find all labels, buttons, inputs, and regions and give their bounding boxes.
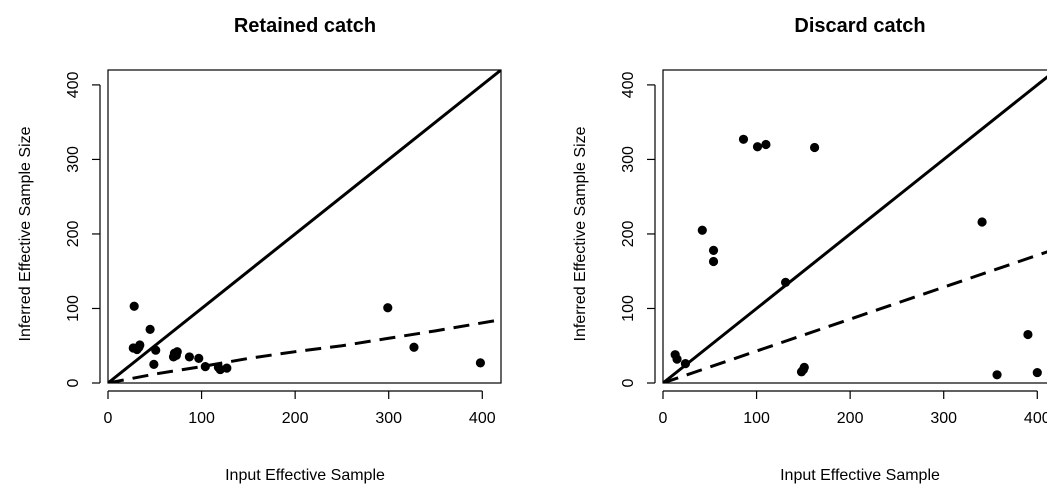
chart-title: Retained catch — [234, 15, 376, 37]
x-axis-label: Input Effective Sample — [225, 467, 385, 484]
data-point — [200, 362, 210, 372]
data-point — [151, 345, 161, 355]
plot-area: 0 100 200 300 400 0 100 200 300 400 — [620, 69, 1047, 427]
data-point — [171, 350, 181, 361]
x-tick-label: 100 — [188, 410, 215, 427]
x-tick-label: 200 — [837, 410, 864, 427]
y-tick-label: 400 — [620, 71, 637, 98]
data-point — [708, 245, 719, 255]
x-axis-label: Input Effective Sample — [780, 467, 940, 484]
y-tick-label: 300 — [620, 146, 637, 173]
data-point — [799, 362, 809, 372]
data-point — [992, 370, 1002, 380]
data-point — [145, 324, 155, 334]
x-tick-label: 300 — [375, 410, 402, 427]
x-tick-label: 300 — [930, 410, 957, 427]
panel-retained-catch: Retained catch Input Effective Sample In… — [17, 15, 502, 484]
y-tick-label: 200 — [620, 221, 637, 248]
y-tick-label: 0 — [620, 378, 637, 387]
data-point — [780, 277, 791, 287]
y-tick-label: 100 — [65, 295, 82, 322]
chart-title: Discard catch — [794, 15, 925, 37]
x-tick-label: 400 — [1024, 410, 1047, 427]
data-point — [409, 342, 419, 352]
data-point — [697, 225, 707, 235]
data-point — [184, 352, 195, 362]
plot-frame — [662, 69, 1047, 384]
data-point — [977, 217, 987, 227]
data-point — [809, 142, 820, 153]
data-point — [194, 353, 204, 364]
x-tick-label: 0 — [104, 410, 113, 427]
data-point — [738, 134, 749, 144]
x-tick-label: 100 — [743, 410, 770, 427]
plot-content — [663, 75, 1047, 383]
data-point — [149, 359, 159, 369]
y-axis-label: Inferred Effective Sample Size — [572, 126, 589, 341]
data-point — [672, 354, 682, 364]
data-point — [1023, 329, 1033, 340]
y-tick-label: 300 — [65, 146, 82, 173]
y-axis-label: Inferred Effective Sample Size — [17, 126, 34, 341]
data-point — [129, 301, 139, 311]
x-tick-label: 0 — [659, 410, 668, 427]
y-tick-label: 100 — [620, 295, 637, 322]
data-point — [383, 303, 393, 313]
dashed-fit-line — [108, 318, 501, 383]
y-tick-label: 200 — [65, 221, 82, 248]
data-point — [752, 142, 763, 152]
one-to-one-line — [108, 70, 501, 383]
x-tick-label: 400 — [469, 410, 496, 427]
y-tick-label: 400 — [65, 71, 82, 98]
data-point — [708, 256, 719, 267]
data-point — [135, 340, 145, 350]
y-tick-label: 0 — [65, 378, 82, 387]
dashed-fit-line — [663, 250, 1047, 383]
data-point — [475, 358, 486, 368]
data-point — [222, 363, 232, 373]
plot-frame — [107, 69, 502, 384]
data-point — [761, 139, 771, 150]
plot-area: 0 100 200 300 400 0 100 200 300 400 — [65, 69, 502, 427]
plot-content — [108, 70, 501, 383]
data-point — [1032, 367, 1042, 378]
data-point — [680, 359, 691, 369]
one-to-one-line — [663, 75, 1047, 383]
x-tick-label: 200 — [282, 410, 309, 427]
panel-discard-catch: Discard catch Input Effective Sample Inf… — [572, 15, 1047, 484]
